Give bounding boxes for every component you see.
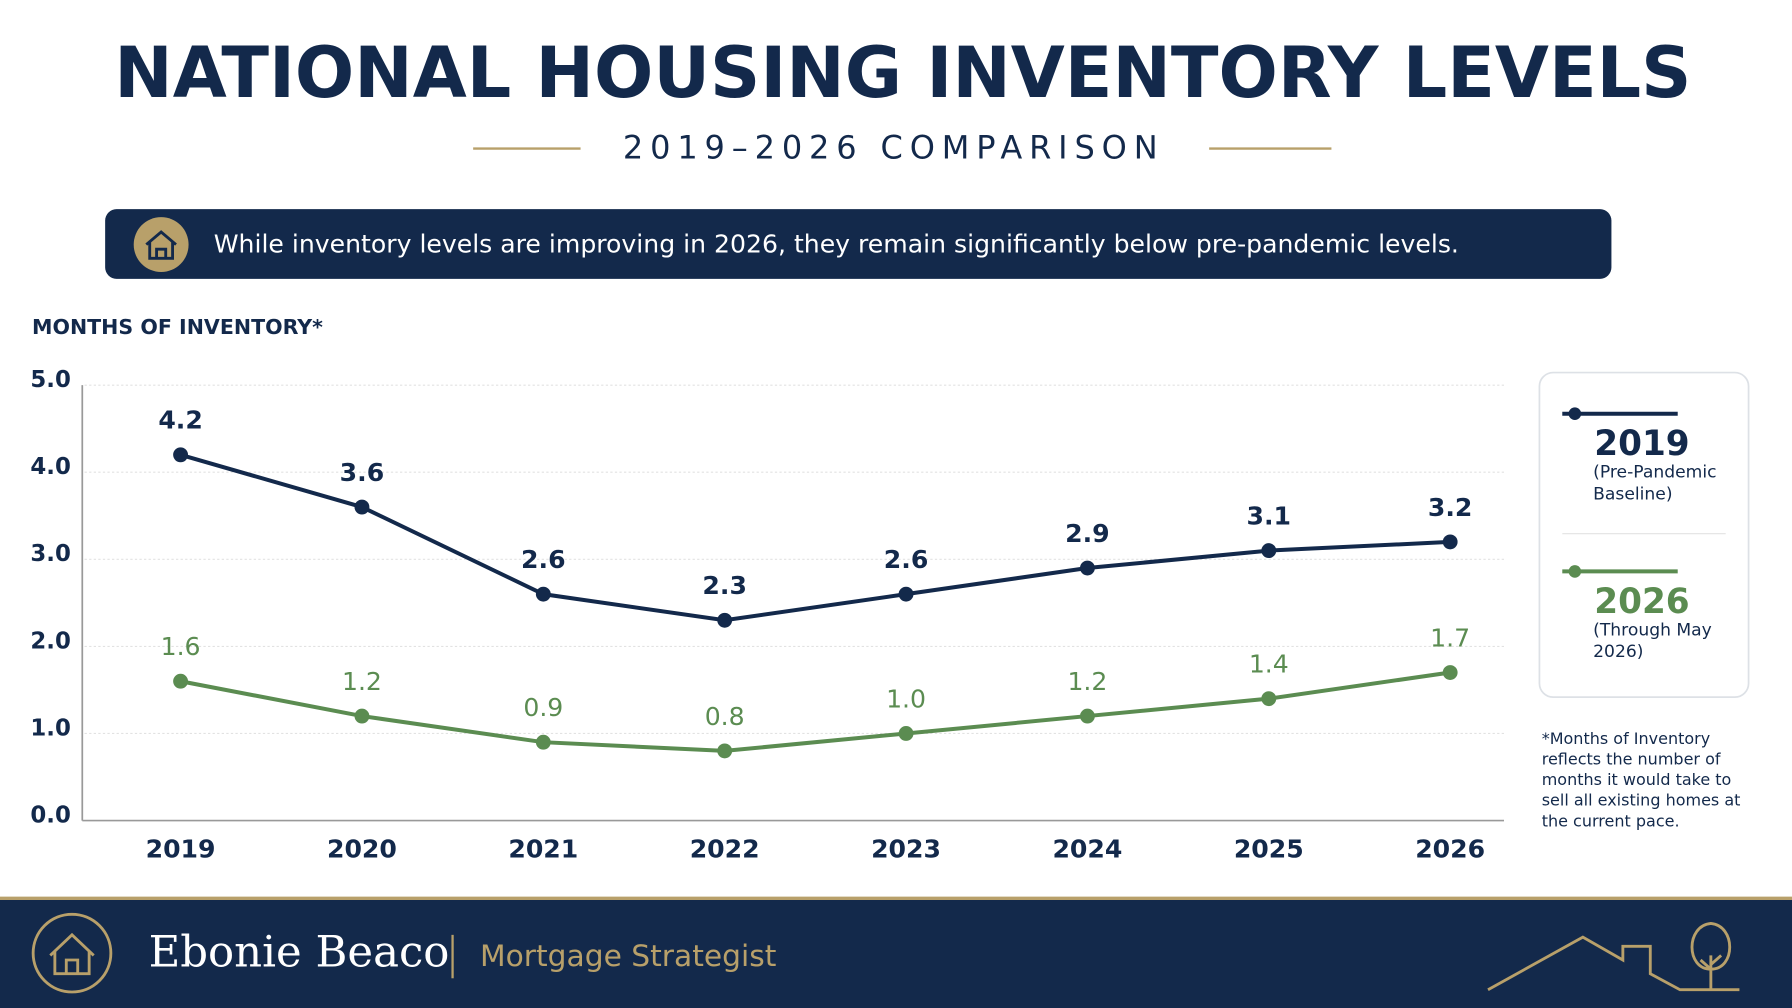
point: [1080, 708, 1095, 724]
value-label: 2.6: [884, 545, 929, 574]
logo: [31, 912, 113, 994]
point: [1261, 691, 1277, 707]
x-tick-label: 2020: [327, 834, 397, 863]
point: [535, 734, 551, 750]
y-axis-label: MONTHS OF INVENTORY*: [32, 315, 323, 339]
legend-description: (Pre-Pandemic Baseline): [1593, 461, 1717, 504]
point: [898, 586, 914, 602]
legend-name: 2026: [1594, 582, 1689, 622]
legend-box: [1538, 371, 1750, 698]
value-label: 1.6: [161, 632, 201, 661]
value-label: 3.6: [340, 458, 385, 487]
y-tick-label: 1.0: [30, 715, 70, 741]
series-line: [180, 670, 1451, 753]
x-tick-label: 2025: [1234, 834, 1304, 863]
legend-description-box: (Pre-Pandemic Baseline): [1593, 461, 1717, 504]
value-label: 2.3: [702, 571, 747, 600]
y-tick-label: 2.0: [30, 628, 70, 654]
point: [1080, 560, 1095, 576]
title: NATIONAL HOUSING INVENTORY LEVELS: [114, 31, 1691, 114]
point: [535, 586, 551, 602]
value-label: 0.9: [523, 693, 563, 722]
legend-name: 2019: [1594, 424, 1689, 464]
x-tick-label: 2023: [871, 834, 941, 863]
point: [717, 743, 733, 759]
point: [1261, 543, 1277, 559]
legend-marker: [1568, 565, 1582, 578]
point: [1442, 665, 1458, 680]
y-tick-label: 3.0: [30, 541, 70, 567]
point: [717, 612, 733, 628]
footer-role: Mortgage Strategist: [480, 939, 776, 974]
value-label: 4.2: [158, 406, 203, 435]
y-tick-label: 5.0: [30, 367, 70, 393]
value-label: 3.1: [1247, 501, 1292, 530]
value-label: 3.2: [1428, 493, 1473, 522]
house-icon: [133, 217, 189, 272]
series-line: [180, 452, 1451, 623]
value-label: 0.8: [705, 702, 745, 731]
value-label: 1.2: [342, 667, 382, 696]
footer-name: Ebonie Beaco: [149, 927, 450, 977]
callout-box: [105, 209, 1612, 279]
x-tick-label: 2022: [690, 834, 760, 863]
point: [898, 726, 914, 741]
value-label: 2.9: [1065, 519, 1110, 548]
footer: [0, 897, 1792, 1008]
footnote-box: *Months of Inventory reflects the number…: [1541, 730, 1741, 831]
subtitle: 2019–2026 COMPARISON: [623, 129, 1165, 167]
point: [354, 708, 370, 724]
value-label: 2.6: [521, 545, 566, 574]
point: [173, 673, 188, 689]
logo-glyph: [49, 932, 95, 976]
legend-marker: [1568, 407, 1582, 420]
point: [173, 447, 188, 463]
x-tick-label: 2021: [508, 834, 578, 863]
legend-description-box: (Through May 2026): [1593, 619, 1712, 662]
house-outline: [1487, 921, 1740, 992]
x-tick-label: 2026: [1415, 834, 1485, 863]
callout: While inventory levels are improving in …: [214, 230, 1459, 259]
x-tick-label: 2024: [1052, 834, 1122, 863]
y-tick-label: 0.0: [30, 803, 70, 829]
house-icon-glyph: [145, 230, 177, 260]
footnote: *Months of Inventory reflects the number…: [1541, 730, 1741, 831]
value-label: 1.2: [1067, 667, 1107, 696]
x-tick-label: 2019: [146, 834, 216, 863]
legend-description: (Through May 2026): [1593, 619, 1712, 662]
y-tick-label: 4.0: [30, 454, 70, 480]
value-label: 1.7: [1430, 623, 1470, 652]
value-label: 1.0: [886, 684, 926, 713]
point: [1442, 534, 1458, 550]
point: [354, 499, 370, 515]
value-label: 1.4: [1249, 650, 1289, 679]
